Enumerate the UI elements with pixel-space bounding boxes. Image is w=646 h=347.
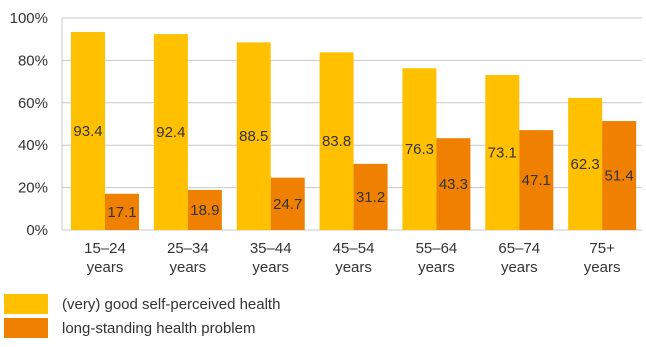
x-category-label: years <box>335 259 372 276</box>
data-label-series-2: 47.1 <box>522 172 551 189</box>
data-label-series-1: 83.8 <box>322 133 351 150</box>
x-category-label: years <box>170 259 207 276</box>
data-label-series-2: 43.3 <box>439 176 468 193</box>
bar-series-1 <box>402 68 437 230</box>
data-label-series-1: 73.1 <box>488 145 517 162</box>
data-label-series-2: 18.9 <box>190 202 219 219</box>
legend-swatch <box>4 318 48 338</box>
data-label-series-1: 92.4 <box>156 124 185 141</box>
x-category-label: 65–74 <box>498 240 540 257</box>
x-category-label: years <box>501 259 538 276</box>
y-tick-label: 60% <box>18 95 48 112</box>
legend-item-series-2: long-standing health problem <box>4 318 255 338</box>
bar-series-1 <box>236 42 271 230</box>
y-tick-label: 20% <box>18 180 48 197</box>
data-label-series-1: 76.3 <box>405 141 434 158</box>
legend-item-series-1: (very) good self-perceived health <box>4 294 280 314</box>
legend-label: long-standing health problem <box>62 320 255 337</box>
x-axis-categories: 15–24 years 25–34 years 35–44 years 45–54 years… <box>84 240 620 276</box>
x-category-label: 55–64 <box>416 240 458 257</box>
x-category-label: 75+ <box>589 240 615 257</box>
bar-series-1 <box>153 34 188 230</box>
bar-series-2 <box>519 130 554 230</box>
x-category-label: 15–24 <box>84 240 126 257</box>
bar-series-2 <box>187 189 222 230</box>
bar-series-2 <box>270 177 305 230</box>
x-category-label: years <box>584 259 621 276</box>
x-category-label: 35–44 <box>250 240 292 257</box>
legend-swatch <box>4 294 48 314</box>
y-axis-ticks: 0% 20% 40% 60% 80% 100% <box>10 10 48 239</box>
bar-series-1 <box>71 31 105 230</box>
bar-series-1 <box>568 97 603 230</box>
legend-label: (very) good self-perceived health <box>62 296 280 313</box>
x-category-label: 45–54 <box>333 240 375 257</box>
bar-series-2 <box>436 138 471 230</box>
x-category-label: years <box>87 259 124 276</box>
data-label-series-2: 17.1 <box>107 204 136 221</box>
data-labels: 93.4 92.4 88.5 83.8 76.3 73.1 62.3 17.1 18.9 24.7… <box>73 123 633 221</box>
data-label-series-1: 88.5 <box>239 128 268 145</box>
y-tick-label: 0% <box>26 222 48 239</box>
y-tick-label: 100% <box>10 10 48 27</box>
x-category-label: 25–34 <box>167 240 209 257</box>
data-label-series-2: 51.4 <box>605 168 634 185</box>
x-category-label: years <box>418 259 455 276</box>
legend: (very) good self-perceived health long-st… <box>4 294 280 338</box>
bar-series-1 <box>319 52 354 231</box>
data-label-series-2: 24.7 <box>273 196 302 213</box>
bars <box>71 31 637 231</box>
data-label-series-1: 93.4 <box>73 123 102 140</box>
bar-series-2 <box>353 163 388 230</box>
x-category-label: years <box>252 259 289 276</box>
bar-series-2 <box>602 121 637 230</box>
bar-series-1 <box>485 75 520 230</box>
data-label-series-2: 31.2 <box>356 189 385 206</box>
y-tick-label: 80% <box>18 52 48 69</box>
data-label-series-1: 62.3 <box>571 156 600 173</box>
bar-series-2 <box>105 193 139 230</box>
y-tick-label: 40% <box>18 137 48 154</box>
